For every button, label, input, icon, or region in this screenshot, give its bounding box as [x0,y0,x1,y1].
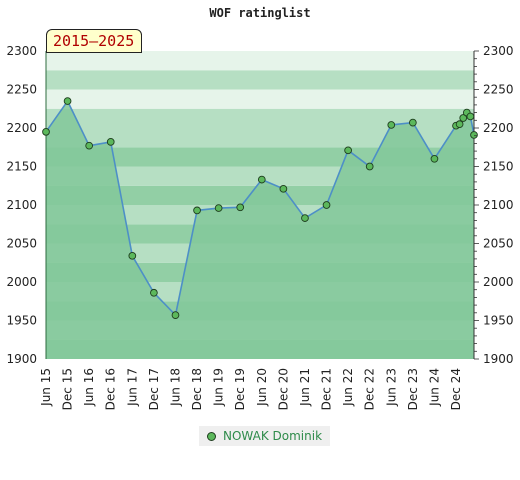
data-point [322,201,331,209]
x-tick-label: Dec 23 [406,368,420,410]
band [46,51,474,71]
x-tick-label: Dec 17 [147,368,161,410]
data-point [214,204,223,212]
x-tick-label: Jun 20 [255,368,269,407]
y-tick-label-right: 2050 [483,237,514,251]
data-point [466,112,475,121]
y-tick-label-left: 2200 [6,121,37,135]
band [46,70,474,90]
y-tick-label-left: 2150 [6,160,37,174]
period-badge: 2015–2025 [46,29,143,53]
x-tick-label: Jun 23 [384,368,398,407]
rating-markers [42,97,478,319]
data-point [85,141,94,150]
x-tick-label: Dec 21 [320,368,334,410]
x-tick-label: Jun 15 [39,368,53,407]
x-axis: Jun 15 Dec 15 Jun 16 Dec 16 Jun 17 Dec 17 Jun … [39,368,463,410]
data-point [193,206,201,215]
band [46,89,474,109]
data-point [387,121,396,129]
data-point [279,184,288,193]
chart-title: WOF ratinglist [209,6,311,20]
y-tick-label-right: 2000 [483,275,514,289]
data-point [459,114,468,122]
data-point [344,146,352,155]
y-tick-label-left: 1950 [6,314,37,328]
data-point [409,118,417,127]
y-axis-left: 1900 1950 2000 2050 2100 2150 2200 2250 2300 [6,44,37,366]
x-tick-label: Jun 22 [341,368,355,407]
band [46,147,474,167]
x-tick-label: Dec 16 [104,368,118,410]
data-point [236,203,245,212]
data-point [171,311,180,319]
x-tick-label: Dec 24 [449,368,463,410]
y-tick-label-right: 2250 [483,83,514,97]
x-tick-label: Jun 21 [298,368,312,407]
legend-marker-icon [207,431,216,441]
y-tick-label-right: 1950 [483,314,514,328]
data-point [365,162,374,171]
data-point [150,288,158,297]
y-tick-label-right: 2300 [483,44,514,58]
y-axis-right: 1900 1950 2000 2050 2100 2150 2200 2250 2300 [474,44,514,366]
y-tick-label-right: 2150 [483,160,514,174]
y-tick-label-left: 2100 [6,198,37,212]
data-point [430,154,439,163]
y-tick-label-right: 1900 [483,352,514,366]
data-point [470,131,478,139]
x-tick-label: Dec 19 [233,368,247,410]
data-point [42,128,50,136]
legend-label: NOWAK Dominik [223,429,323,443]
data-point [301,214,309,222]
y-tick-label-left: 2250 [6,83,37,97]
x-tick-label: Dec 18 [190,368,204,410]
x-tick-label: Jun 16 [82,368,96,407]
y-tick-label-left: 2050 [6,237,37,251]
band [46,108,474,128]
x-tick-label: Jun 17 [125,368,139,407]
y-tick-label-left: 2000 [6,275,37,289]
band [46,128,474,148]
y-tick-label-right: 2200 [483,121,514,135]
x-tick-label: Dec 20 [276,368,290,410]
x-tick-label: Jun 18 [169,368,183,407]
legend: NOWAK Dominik [199,426,331,446]
data-point [455,120,464,129]
x-tick-label: Dec 15 [61,368,75,410]
data-point [128,251,137,260]
x-tick-label: Dec 22 [363,368,377,410]
y-tick-label-right: 2100 [483,198,514,212]
x-tick-label: Jun 19 [212,368,226,407]
x-tick-label: Jun 24 [427,368,441,407]
data-point [106,138,115,146]
data-point [257,175,266,184]
data-point [63,97,72,105]
y-tick-label-left: 1900 [6,352,37,366]
y-tick-label-left: 2300 [6,44,37,58]
